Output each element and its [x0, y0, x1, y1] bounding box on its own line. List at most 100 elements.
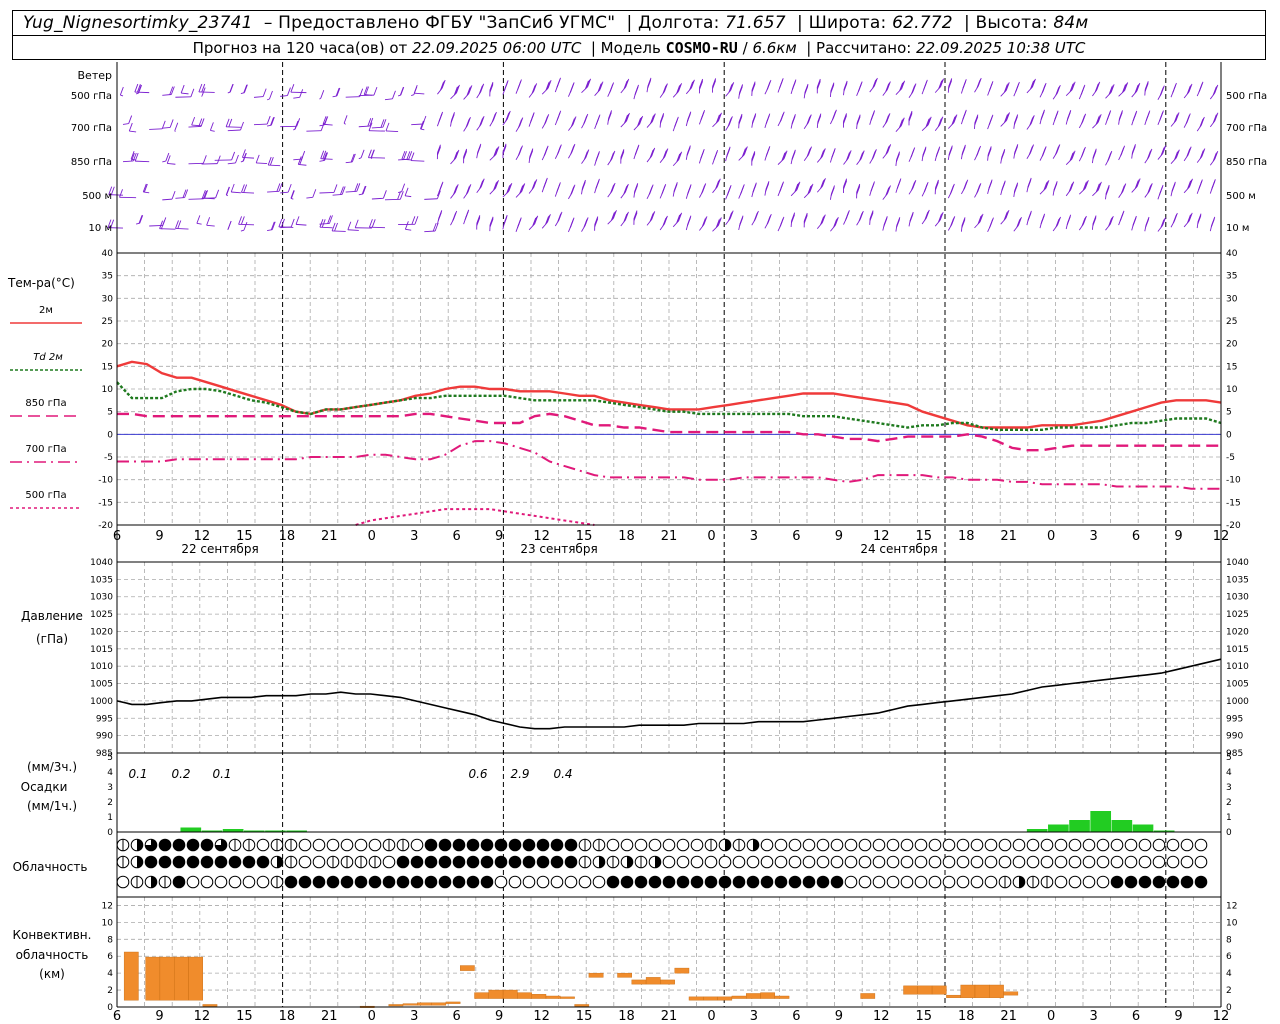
wind-feather — [689, 81, 694, 91]
wind-feather — [649, 213, 654, 222]
wind-feather — [331, 222, 336, 232]
wind-feather — [717, 113, 721, 123]
wind-feather — [1131, 146, 1136, 155]
wind-barb — [410, 160, 425, 162]
wind-feather — [128, 122, 133, 132]
wind-feather — [166, 155, 171, 164]
wind-barb — [240, 229, 245, 232]
hour-label: 12 — [533, 529, 550, 544]
wind-feather — [465, 186, 470, 195]
cloud-symbol — [1096, 838, 1110, 852]
wind-feather — [820, 180, 825, 189]
cloud-symbol-fill — [411, 876, 423, 888]
wind-feather — [131, 152, 135, 162]
wind-feather — [686, 113, 691, 123]
wind-feather — [988, 83, 993, 92]
wind-barb — [268, 164, 281, 167]
wind-feather — [911, 182, 915, 191]
hour-label: 18 — [958, 1009, 975, 1024]
temp-tick: 25 — [1226, 317, 1237, 327]
wind-barb — [256, 162, 268, 165]
wind-feather — [1071, 81, 1076, 90]
wind-feather — [1120, 185, 1125, 194]
wind-feather — [908, 113, 913, 122]
wind-feather — [961, 147, 966, 156]
wind-feather — [240, 121, 244, 131]
temperature-lines — [116, 360, 1222, 526]
wind-feather — [1134, 85, 1139, 94]
cloud-symbol — [200, 875, 214, 889]
cloud-symbol — [1152, 855, 1166, 869]
cloud-symbol — [1068, 875, 1082, 889]
wind-barb — [414, 92, 425, 95]
cloud-symbol — [942, 855, 956, 869]
wind-feather — [142, 183, 147, 193]
calc-time: 22.09.2025 10:38 UTC — [916, 39, 1086, 57]
wind-feather — [356, 183, 361, 192]
wind-feather — [1027, 180, 1032, 189]
wind-feather — [243, 221, 248, 231]
cloud-symbol — [816, 855, 830, 869]
cloud-symbol — [1124, 855, 1138, 869]
wind-feather — [382, 190, 387, 199]
cloud-symbol — [1124, 838, 1138, 852]
wind-feather — [1187, 180, 1191, 190]
temp-series-2 — [117, 412, 1221, 452]
cloud-symbol-fill — [187, 856, 199, 868]
wind-barb — [162, 198, 173, 201]
wind-feather — [974, 116, 979, 126]
hour-label: 6 — [792, 529, 800, 544]
wind-feather — [791, 81, 796, 90]
wind-feather — [1136, 178, 1141, 187]
conv-tick: 8 — [107, 935, 113, 945]
wind-feather — [385, 122, 390, 132]
cloud-symbol — [214, 875, 228, 889]
wind-level-label: 850 гПа — [71, 157, 112, 168]
wind-feather — [911, 85, 915, 94]
header-row-2: Прогноз на 120 часа(ов) от 22.09.2025 06… — [192, 39, 1086, 57]
wind-feather — [1108, 218, 1113, 227]
wind-feather — [479, 118, 483, 127]
cloud-symbol-fill — [803, 876, 815, 888]
cloud-symbol — [1068, 838, 1082, 852]
cloud-symbol-fill — [635, 876, 647, 888]
cloud-symbol — [1054, 838, 1068, 852]
cloud-symbol — [858, 875, 872, 889]
cloud-symbol-fill — [691, 876, 703, 888]
wind-feather — [1186, 85, 1191, 95]
cloud-symbol-fill — [481, 839, 493, 851]
wind-feather — [937, 214, 942, 223]
wind-feather — [546, 81, 551, 90]
wind-feather — [1107, 153, 1112, 162]
cloud-symbol — [872, 875, 886, 889]
wind-level-label: 700 гПа — [1226, 123, 1267, 134]
conv-tick: 10 — [102, 918, 114, 928]
press-tick: 1020 — [90, 627, 113, 637]
wind-feather — [700, 151, 705, 160]
wind-feather — [713, 152, 718, 161]
cloud-symbol — [830, 855, 844, 869]
wind-feather — [175, 220, 179, 229]
conv-bar — [688, 996, 704, 1001]
cloud-symbol-fill — [369, 876, 381, 888]
legend-label: 2м — [39, 305, 53, 316]
wind-feather — [1004, 211, 1009, 220]
wind-feather — [182, 189, 187, 198]
wind-feather — [701, 218, 706, 227]
hour-label: 0 — [707, 529, 715, 544]
cloud-symbol — [1054, 875, 1068, 889]
temp-tick: 10 — [1226, 385, 1238, 395]
wind-feather — [1144, 83, 1149, 92]
cloud-symbol-fill — [1195, 876, 1207, 888]
hour-label: 3 — [750, 529, 758, 544]
wind-feather — [533, 216, 538, 226]
wind-feather — [940, 78, 945, 87]
hour-label: 0 — [1047, 529, 1055, 544]
wind-feather — [885, 146, 890, 155]
wind-feather — [821, 148, 826, 157]
wind-feather — [209, 122, 214, 131]
cloud-symbol — [256, 875, 270, 889]
wind-barb — [397, 191, 402, 193]
